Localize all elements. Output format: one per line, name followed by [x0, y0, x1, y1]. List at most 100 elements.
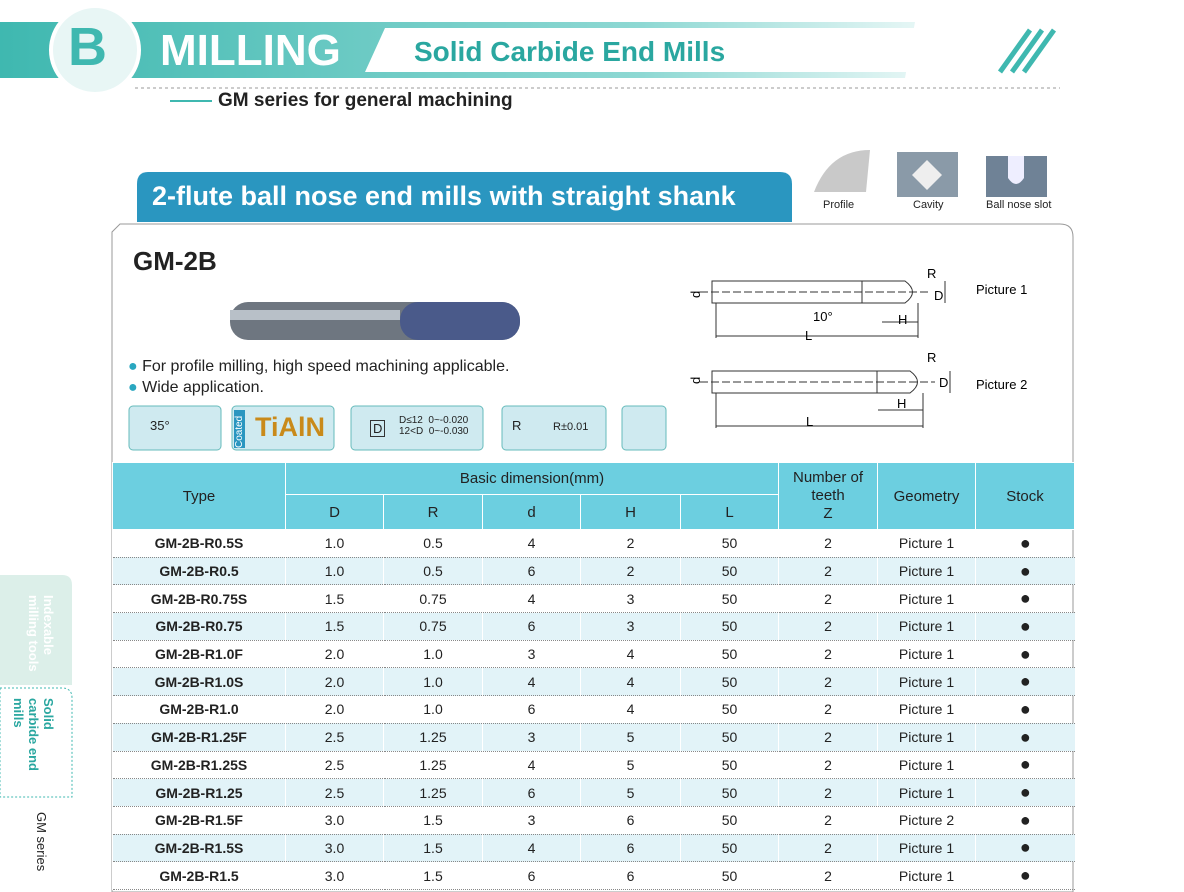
cell: 50 — [679, 557, 779, 586]
cell: 2.0 — [285, 667, 384, 697]
cell: 4 — [482, 667, 581, 697]
cell: 50 — [679, 751, 779, 780]
table-row: GM-2B-R1.5 3.0 1.5 6 6 50 2 Picture 1 ● — [112, 861, 1075, 890]
cell: 50 — [679, 861, 779, 890]
cell: 1.5 — [383, 834, 483, 863]
cell: 0.5 — [383, 529, 483, 558]
cell: 2 — [778, 751, 878, 780]
cell: Picture 1 — [877, 612, 976, 641]
cell: Picture 2 — [877, 806, 976, 835]
tol-line: D≤12 0~-0.020 — [399, 415, 469, 426]
cell: Picture 1 — [877, 723, 976, 752]
cell: 5 — [580, 751, 681, 780]
table-row: GM-2B-R0.5S 1.0 0.5 4 2 50 2 Picture 1 ● — [112, 529, 1075, 558]
cell: 3 — [482, 723, 581, 752]
table-row: GM-2B-R1.0F 2.0 1.0 3 4 50 2 Picture 1 ● — [112, 640, 1075, 669]
cell: 50 — [679, 834, 779, 863]
th: R — [383, 494, 483, 530]
cell: 6 — [482, 557, 581, 586]
header-subtitle: Solid Carbide End Mills — [414, 36, 726, 67]
cell: 4 — [482, 584, 581, 614]
cell: 4 — [580, 667, 681, 697]
cell: GM-2B-R0.5 — [112, 557, 286, 586]
cell: ● — [975, 640, 1075, 669]
cell: GM-2B-R1.5F — [112, 806, 286, 835]
cell: 6 — [580, 861, 681, 890]
feature: ● For profile milling, high speed machin… — [128, 358, 510, 375]
side-tab[interactable]: Solid carbide end mills — [11, 698, 56, 771]
cell: 1.5 — [383, 806, 483, 835]
cell: 1.5 — [285, 612, 384, 641]
cell: 6 — [580, 834, 681, 863]
cell: 3 — [580, 612, 681, 641]
cell: 2 — [778, 529, 878, 558]
table-row: GM-2B-R0.75S 1.5 0.75 4 3 50 2 Picture 1 ● — [112, 584, 1075, 614]
cell: GM-2B-R0.5S — [112, 529, 286, 558]
cell: GM-2B-R0.75S — [112, 584, 286, 614]
cell: 2 — [778, 557, 878, 586]
cell: 5 — [580, 723, 681, 752]
table-row: GM-2B-R1.0S 2.0 1.0 4 4 50 2 Picture 1 ● — [112, 667, 1075, 697]
cell: 2 — [778, 861, 878, 890]
cell: ● — [975, 778, 1075, 807]
cell: 1.25 — [383, 778, 483, 807]
cell: 2 — [778, 584, 878, 614]
table-row: GM-2B-R0.5 1.0 0.5 6 2 50 2 Picture 1 ● — [112, 557, 1075, 586]
cell: 2.5 — [285, 723, 384, 752]
th: Stock — [975, 462, 1076, 530]
cell: 3.0 — [285, 861, 384, 890]
section-title: 2-flute ball nose end mills with straigh… — [152, 181, 736, 211]
cell: 2.5 — [285, 751, 384, 780]
cell: 3.0 — [285, 834, 384, 863]
table-row: GM-2B-R1.25S 2.5 1.25 4 5 50 2 Picture 1 ● — [112, 751, 1075, 780]
app-label: Profile — [823, 199, 855, 211]
cell: 6 — [580, 806, 681, 835]
tol-lines: D≤12 0~-0.020 12<D 0~-0.030 — [399, 415, 469, 437]
cell: 4 — [580, 640, 681, 669]
cell: 2.5 — [285, 778, 384, 807]
cell: ● — [975, 667, 1075, 697]
cell: 2 — [778, 667, 878, 697]
th: Geometry — [877, 462, 977, 530]
cell: ● — [975, 612, 1075, 641]
cell: 1.0 — [383, 667, 483, 697]
cell: GM-2B-R1.25 — [112, 778, 286, 807]
cell: 1.0 — [383, 640, 483, 669]
th: L — [679, 494, 780, 530]
radius-tol: R±0.01 — [553, 421, 589, 433]
product-code: GM-2B — [133, 246, 217, 276]
cell: 4 — [482, 751, 581, 780]
th-line: Number of — [793, 469, 864, 486]
header-letter: B — [68, 17, 107, 77]
cell: 4 — [482, 834, 581, 863]
cell: 1.0 — [285, 557, 384, 586]
cell: GM-2B-R1.5S — [112, 834, 286, 863]
cell: 50 — [679, 612, 779, 641]
cell: 1.0 — [285, 529, 384, 558]
cell: 2.0 — [285, 640, 384, 669]
th: Basic dimension(mm) — [284, 462, 780, 495]
cell: 1.25 — [383, 723, 483, 752]
cell: 2.0 — [285, 695, 384, 724]
cell: GM-2B-R0.75 — [112, 612, 286, 641]
cell: GM-2B-R1.0S — [112, 667, 286, 697]
th: H — [580, 494, 681, 530]
tol-symbol: D — [370, 420, 386, 437]
cell: 4 — [482, 529, 581, 558]
cell: 0.75 — [383, 612, 483, 641]
th: D — [285, 494, 384, 530]
cell: 6 — [482, 695, 581, 724]
cell: ● — [975, 834, 1075, 863]
side-label: GM series — [34, 812, 49, 872]
cell: 6 — [482, 778, 581, 807]
cell: 2 — [778, 806, 878, 835]
side-tab[interactable]: Indexable milling tools — [26, 595, 56, 672]
table-row: GM-2B-R1.25 2.5 1.25 6 5 50 2 Picture 1 ● — [112, 778, 1075, 807]
feature-text: For profile milling, high speed machinin… — [142, 358, 510, 375]
cell: Picture 1 — [877, 695, 976, 724]
header-title: MILLING — [160, 26, 341, 75]
cell: 2 — [580, 529, 681, 558]
cell: ● — [975, 861, 1075, 890]
cell: Picture 1 — [877, 640, 976, 669]
